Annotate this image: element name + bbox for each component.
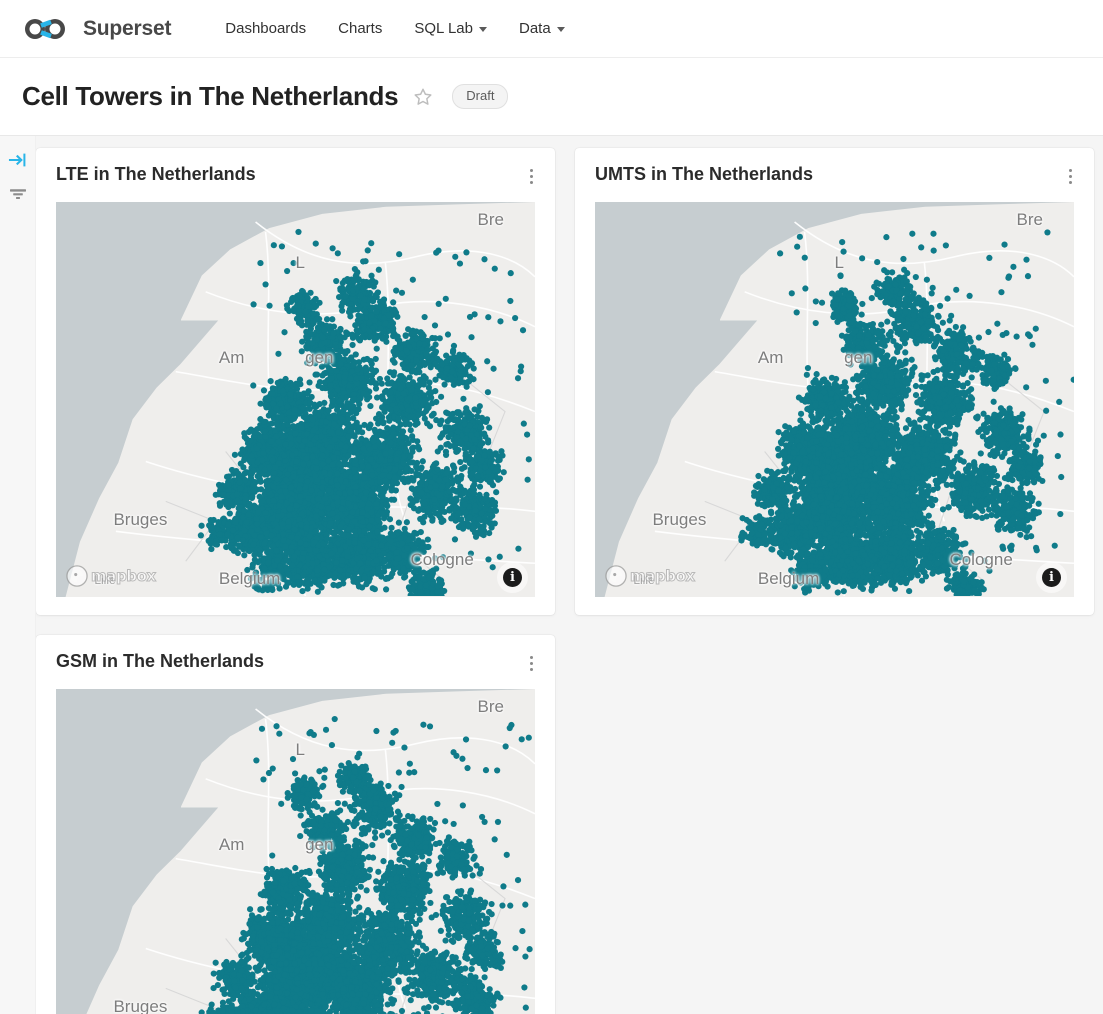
nav-item-label: SQL Lab: [414, 0, 473, 58]
nav-item-label: Data: [519, 0, 551, 58]
map-data-points: [197, 228, 532, 597]
map-data-points: [198, 715, 533, 1014]
kebab-menu-icon[interactable]: [523, 166, 539, 186]
dashboard-header: Cell Towers in The Netherlands Draft: [0, 58, 1103, 136]
nav-links: Dashboards Charts SQL Lab Data: [209, 0, 580, 58]
mapbox-wordmark: mapbox: [630, 567, 696, 586]
info-circle-icon[interactable]: i: [1042, 568, 1061, 587]
status-badge: Draft: [452, 84, 509, 109]
filter-funnel-icon[interactable]: [6, 182, 30, 206]
page-title: Cell Towers in The Netherlands: [22, 81, 399, 112]
top-navbar: Superset Dashboards Charts SQL Lab Data: [0, 0, 1103, 58]
chart-card-header: LTE in The Netherlands: [56, 164, 535, 186]
chart-card-lte: LTE in The Netherlands: [36, 148, 555, 615]
filter-rail: [0, 136, 36, 1014]
map-canvas[interactable]: Bre L Am gen Bruges Belgium Cologne Lill…: [56, 689, 535, 1014]
nav-item-data[interactable]: Data: [503, 0, 581, 58]
map-canvas[interactable]: Bre L Am gen Bruges Belgium Cologne Lill…: [595, 202, 1074, 597]
superset-brand-link[interactable]: Superset: [22, 16, 171, 42]
chart-title: GSM in The Netherlands: [56, 651, 264, 673]
nav-item-sql-lab[interactable]: SQL Lab: [398, 0, 503, 58]
nav-item-label: Charts: [338, 0, 382, 58]
chart-grid: LTE in The Netherlands: [36, 136, 1103, 1014]
chart-card-header: UMTS in The Netherlands: [595, 164, 1074, 186]
brand-name: Superset: [83, 17, 171, 41]
info-circle-icon[interactable]: i: [503, 568, 522, 587]
expand-panel-arrow-icon[interactable]: [6, 148, 30, 172]
nav-item-dashboards[interactable]: Dashboards: [209, 0, 322, 58]
nav-item-charts[interactable]: Charts: [322, 0, 398, 58]
kebab-menu-icon[interactable]: [1062, 166, 1078, 186]
chart-title: LTE in The Netherlands: [56, 164, 256, 186]
chart-card-umts: UMTS in The Netherlands: [575, 148, 1094, 615]
map-canvas[interactable]: Bre L Am gen Bruges Belgium Cologne Lill…: [56, 202, 535, 597]
mapbox-wordmark: mapbox: [91, 567, 157, 586]
mapbox-logo[interactable]: mapbox: [605, 565, 696, 587]
map-data-points: [738, 229, 1074, 597]
kebab-menu-icon[interactable]: [523, 653, 539, 673]
dashboard-body: LTE in The Netherlands: [0, 136, 1103, 1014]
star-icon[interactable]: [398, 86, 434, 108]
nav-item-label: Dashboards: [225, 0, 306, 58]
chevron-down-icon: [479, 27, 487, 32]
superset-infinity-logo-icon: [22, 16, 74, 42]
chevron-down-icon: [556, 27, 565, 32]
chart-card-header: GSM in The Netherlands: [56, 651, 535, 673]
mapbox-logo[interactable]: mapbox: [66, 565, 157, 587]
chart-title: UMTS in The Netherlands: [595, 164, 813, 186]
chart-card-gsm: GSM in The Netherlands: [36, 635, 555, 1014]
